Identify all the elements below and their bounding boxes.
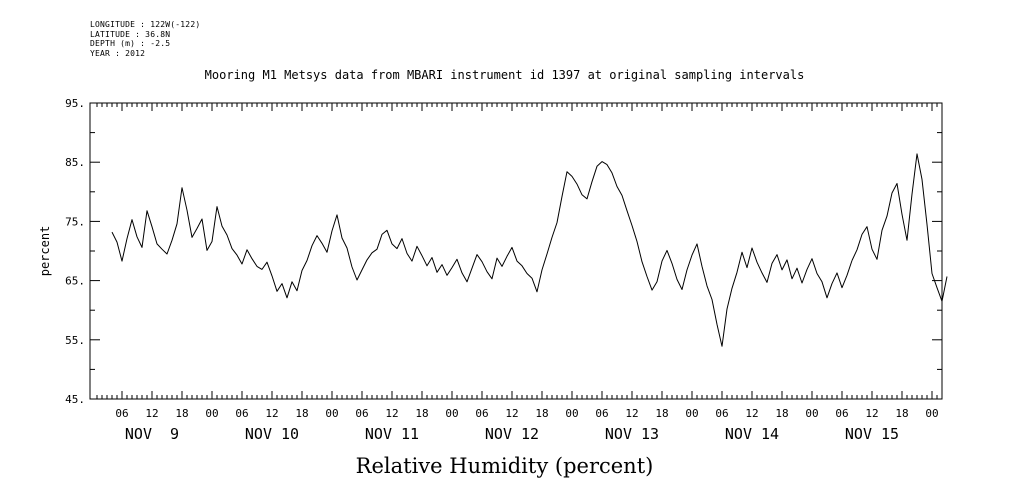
x-axis: 06 12 18 00 06 12 18 00 06 12 18 00 06 12 18 00 06 12 18 00… <box>96 103 939 443</box>
x-hour-tick-label: 18 <box>175 407 188 420</box>
plot-frame <box>89 102 943 400</box>
x-day-label: NOV 13 <box>605 425 659 443</box>
x-hour-tick-label: 00 <box>205 407 218 420</box>
x-hour-tick-label: 12 <box>745 407 758 420</box>
x-hour-tick-label: 18 <box>535 407 548 420</box>
x-hour-tick-label: 18 <box>775 407 788 420</box>
x-hour-tick-label: 18 <box>295 407 308 420</box>
year-label: YEAR : 2012 <box>90 48 146 58</box>
x-hour-tick-label: 00 <box>685 407 698 420</box>
x-hour-tick-label: 00 <box>325 407 338 420</box>
y-tick-label: 45. <box>65 393 85 406</box>
x-hour-tick-label: 12 <box>265 407 278 420</box>
station-metadata: LONGITUDE : 122W(-122) LATITUDE : 36.8N … <box>90 20 200 58</box>
x-day-label: NOV 9 <box>125 425 179 443</box>
x-day-label: NOV 12 <box>485 425 539 443</box>
y-axis: 95. 85. 75. 65. 55. 45. <box>65 97 942 406</box>
x-hour-tick-label: 12 <box>625 407 638 420</box>
x-hour-tick-label: 06 <box>835 407 848 420</box>
humidity-series-line-1 <box>111 161 853 347</box>
longitude-label: LONGITUDE : 122W(-122) <box>90 20 201 29</box>
x-hour-tick-label: 12 <box>145 407 158 420</box>
x-day-label: NOV 10 <box>245 425 299 443</box>
latitude-label: LATITUDE : 36.8N <box>90 29 171 39</box>
x-hour-tick-label: 06 <box>235 407 248 420</box>
x-hour-tick-label: 18 <box>895 407 908 420</box>
x-hour-tick-label: 06 <box>595 407 608 420</box>
x-day-label: NOV 11 <box>365 425 419 443</box>
x-day-label: NOV 14 <box>725 425 779 443</box>
x-hour-tick-label: 06 <box>355 407 368 420</box>
x-day-label: NOV 15 <box>845 425 899 443</box>
x-hour-tick-label: 12 <box>385 407 398 420</box>
depth-label: DEPTH (m) : -2.5 <box>90 39 171 48</box>
y-tick-label: 95. <box>65 97 85 110</box>
y-tick-label: 85. <box>65 156 85 169</box>
y-tick-label: 75. <box>65 215 85 228</box>
x-hour-tick-label: 12 <box>865 407 878 420</box>
x-hour-tick-label: 12 <box>505 407 518 420</box>
data-lines <box>111 153 948 347</box>
y-tick-label: 55. <box>65 334 85 347</box>
x-hour-tick-label: 00 <box>565 407 578 420</box>
y-axis-label: percent <box>38 226 52 277</box>
x-hour-tick-label: 06 <box>475 407 488 420</box>
x-hour-tick-label: 06 <box>115 407 128 420</box>
x-hour-tick-label: 06 <box>715 407 728 420</box>
x-hour-tick-label: 00 <box>445 407 458 420</box>
x-hour-tick-label: 18 <box>415 407 428 420</box>
chart-title: Mooring M1 Metsys data from MBARI instru… <box>204 68 805 82</box>
x-axis-label: Relative Humidity (percent) <box>355 454 654 478</box>
x-hour-tick-label: 18 <box>655 407 668 420</box>
y-tick-label: 65. <box>65 275 85 288</box>
humidity-series-line-2 <box>851 153 948 302</box>
x-hour-tick-label: 00 <box>925 407 938 420</box>
x-hour-tick-label: 00 <box>805 407 818 420</box>
